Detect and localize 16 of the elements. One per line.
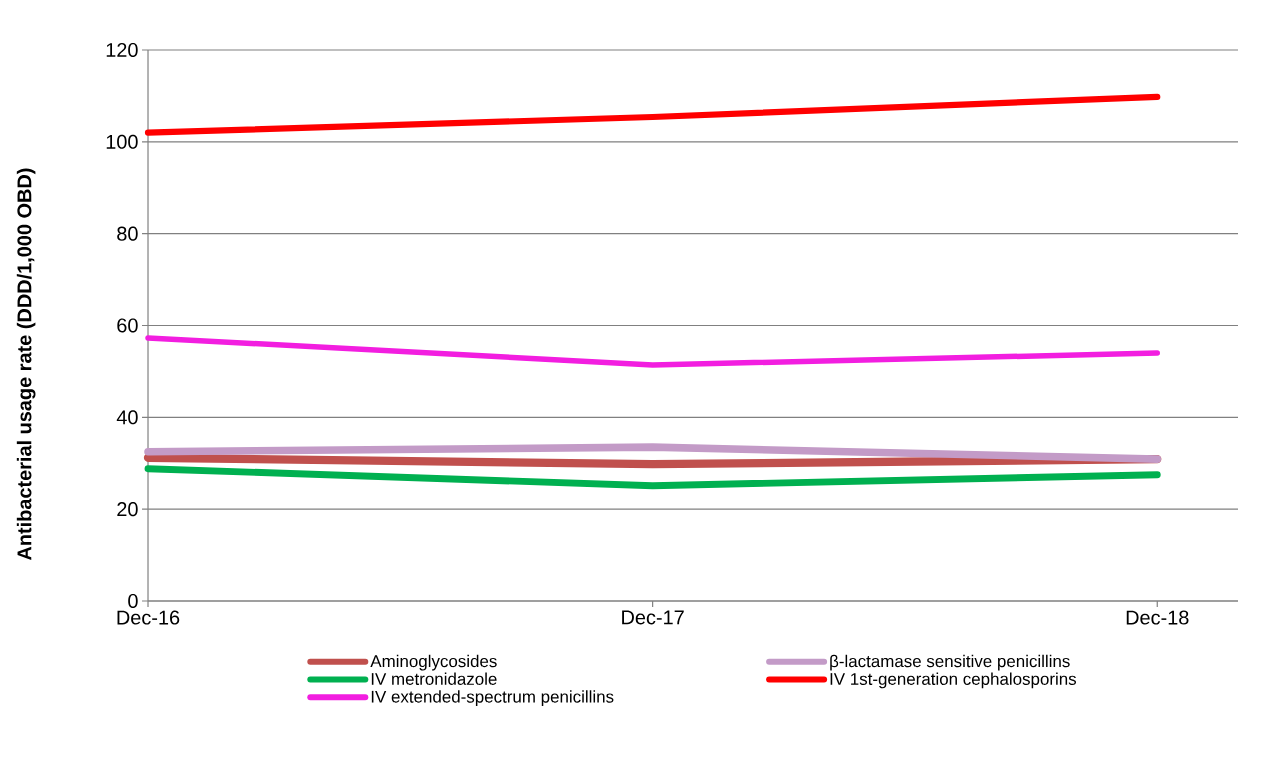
legend-label: IV extended-spectrum penicillins bbox=[371, 690, 614, 707]
legend-label: IV metronidazole bbox=[371, 672, 497, 685]
y-tick-label: 120 bbox=[106, 42, 138, 58]
legend-label: Aminoglycosides bbox=[370, 654, 497, 671]
x-tick-label: Dec-17 bbox=[622, 610, 684, 625]
y-tick-label: 40 bbox=[116, 410, 138, 425]
legend-label: IV 1st-generation cephalosporins bbox=[830, 672, 1077, 689]
y-axis-title: Antibacterial usage rate (DDD/1,000 OBD) bbox=[16, 168, 36, 561]
x-tick-label: Dec-18 bbox=[1126, 610, 1189, 625]
y-tick-label: 100 bbox=[106, 134, 138, 149]
y-tick-label: 80 bbox=[117, 226, 138, 241]
y-tick-label: 0 bbox=[128, 593, 138, 609]
legend-label: β-lactamase sensitive penicillins bbox=[830, 654, 1070, 671]
y-tick-label: 60 bbox=[117, 318, 138, 333]
y-tick-label: 20 bbox=[117, 502, 138, 517]
x-tick-label: Dec-16 bbox=[117, 610, 180, 625]
